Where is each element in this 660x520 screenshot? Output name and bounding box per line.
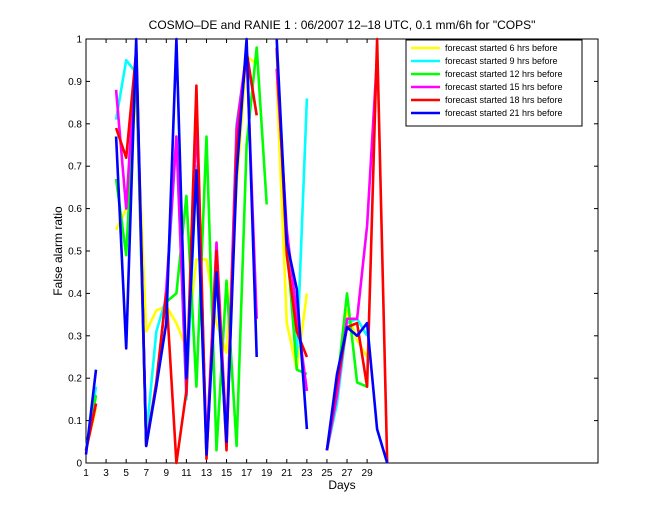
x-tick-label: 1 <box>83 468 89 479</box>
x-tick-label: 25 <box>321 468 333 479</box>
legend-label-1: forecast started 6 hrs before <box>445 43 558 53</box>
x-tick-label: 5 <box>123 468 129 479</box>
y-tick-label: 1 <box>76 35 82 46</box>
x-tick-label: 17 <box>241 468 253 479</box>
y-axis-label: False alarm ratio <box>51 206 65 296</box>
y-tick-label: 0.8 <box>68 119 82 130</box>
legend-label-4: forecast started 15 hrs before <box>445 82 563 92</box>
x-tick-label: 23 <box>301 468 313 479</box>
series-line-6 <box>84 37 389 464</box>
x-tick-label: 21 <box>281 468 293 479</box>
y-tick-label: 0.6 <box>68 204 82 215</box>
y-tick-label: 0.4 <box>68 289 82 300</box>
legend-label-6: forecast started 21 hrs before <box>445 108 563 118</box>
x-tick-label: 19 <box>261 468 273 479</box>
y-tick-label: 0.9 <box>68 77 82 88</box>
x-tick-label: 9 <box>164 468 170 479</box>
x-tick-label: 7 <box>143 468 149 479</box>
legend: forecast started 6 hrs before forecast st… <box>405 39 583 127</box>
x-tick-label: 11 <box>181 468 192 479</box>
y-tick-label: 0 <box>76 459 82 470</box>
y-tick-label: 0.3 <box>68 331 82 342</box>
series-line-5 <box>84 37 389 465</box>
x-tick-label: 3 <box>103 468 109 479</box>
legend-label-3: forecast started 12 hrs before <box>445 69 563 79</box>
legend-label-2: forecast started 9 hrs before <box>445 56 558 66</box>
x-tick-label: 13 <box>201 468 213 479</box>
y-tick-label: 0.2 <box>68 374 82 385</box>
y-axis: 0 0.1 0.2 0.3 0.4 0.5 0.6 0.7 0.8 0.9 1 <box>68 35 598 470</box>
chart-title: COSMO–DE and RANIE 1 : 06/2007 12–18 UTC… <box>149 18 536 32</box>
legend-label-5: forecast started 18 hrs before <box>445 95 563 105</box>
x-tick-label: 15 <box>221 468 233 479</box>
y-tick-label: 0.1 <box>68 416 82 427</box>
x-tick-label: 27 <box>341 468 353 479</box>
x-tick-label: 29 <box>362 468 374 479</box>
legend-box <box>405 39 583 127</box>
x-axis-label: Days <box>328 478 355 492</box>
y-tick-label: 0.5 <box>68 247 82 258</box>
x-axis: 1 3 5 7 9 11 13 15 17 19 21 23 25 27 29 <box>83 39 373 479</box>
y-tick-label: 0.7 <box>68 162 82 173</box>
series-lines <box>84 37 389 465</box>
